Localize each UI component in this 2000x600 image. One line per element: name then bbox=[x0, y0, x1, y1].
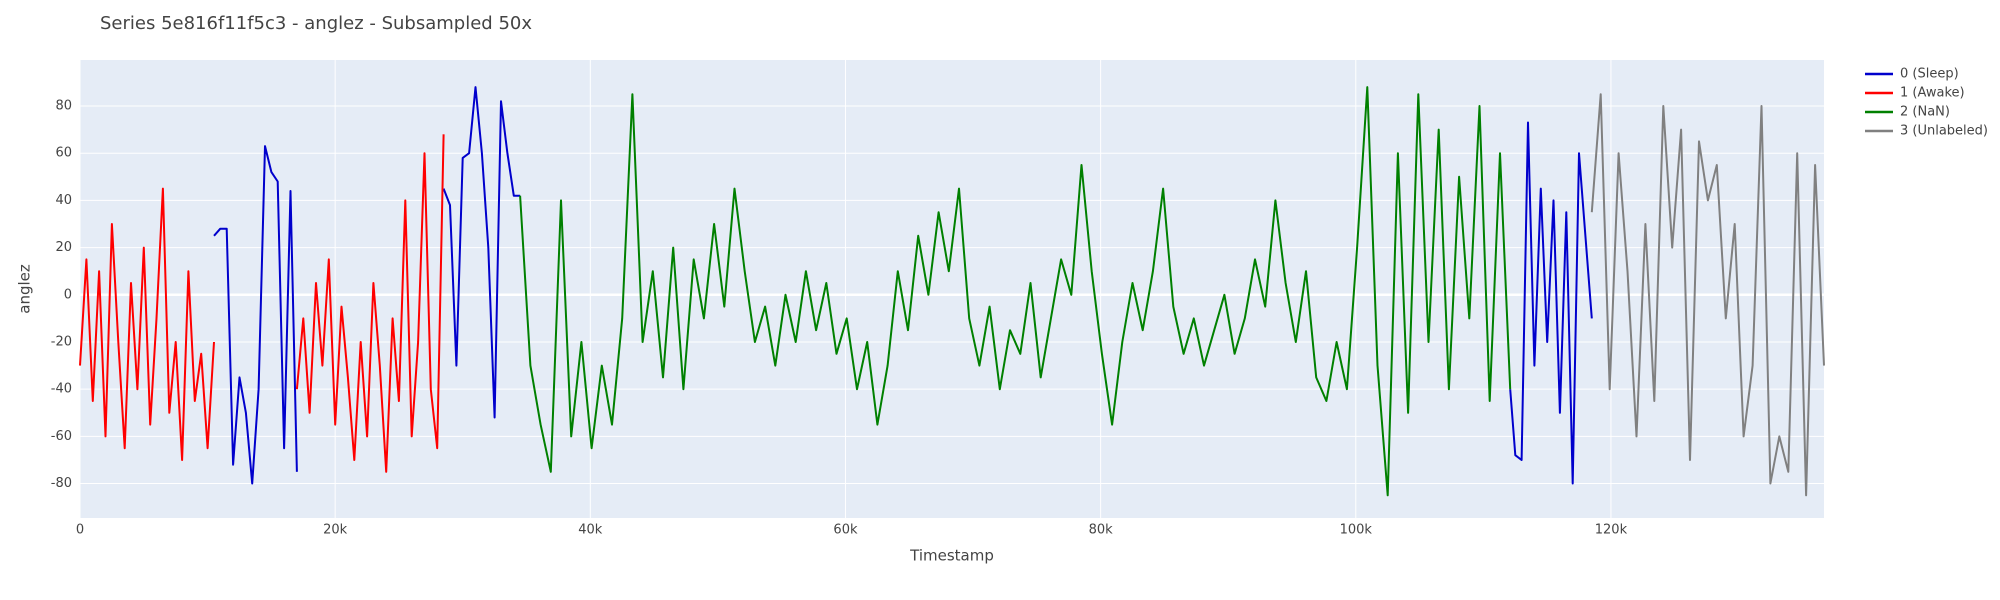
x-tick-label: 100k bbox=[1340, 523, 1373, 538]
y-tick-label: 60 bbox=[55, 146, 72, 161]
marks bbox=[79, 86, 1825, 497]
y-tick-label: 80 bbox=[55, 99, 72, 114]
x-tick-label: 0 bbox=[76, 523, 84, 538]
x-tick-label: 20k bbox=[323, 523, 348, 538]
x-axis-title: Timestamp bbox=[909, 547, 994, 565]
series-line bbox=[79, 134, 445, 473]
y-axis-title: anglez bbox=[16, 264, 34, 314]
plot-background bbox=[80, 60, 1824, 518]
x-tick-label: 40k bbox=[578, 523, 603, 538]
legend-label: 0 (Sleep) bbox=[1900, 67, 1959, 82]
legend-label: 1 (Awake) bbox=[1900, 86, 1965, 101]
y-tick-label: -60 bbox=[51, 429, 72, 444]
y-tick-label: -80 bbox=[51, 476, 72, 491]
y-tick-label: 20 bbox=[55, 240, 72, 255]
x-tick-label: 60k bbox=[833, 523, 858, 538]
y-tick-label: 40 bbox=[55, 193, 72, 208]
series-line bbox=[213, 86, 1593, 485]
x-tick-label: 80k bbox=[1089, 523, 1114, 538]
x-tick-label: 120k bbox=[1595, 523, 1628, 538]
y-tick-label: -20 bbox=[51, 334, 72, 349]
legend-label: 2 (NaN) bbox=[1900, 105, 1950, 120]
legend-label: 3 (Unlabeled) bbox=[1900, 124, 1988, 139]
y-tick-label: -40 bbox=[51, 382, 72, 397]
series-line bbox=[519, 86, 1512, 497]
y-tick-label: 0 bbox=[64, 287, 72, 302]
series-line bbox=[1590, 93, 1825, 497]
chart-title: Series 5e816f11f5c3 - anglez - Subsample… bbox=[100, 13, 532, 34]
